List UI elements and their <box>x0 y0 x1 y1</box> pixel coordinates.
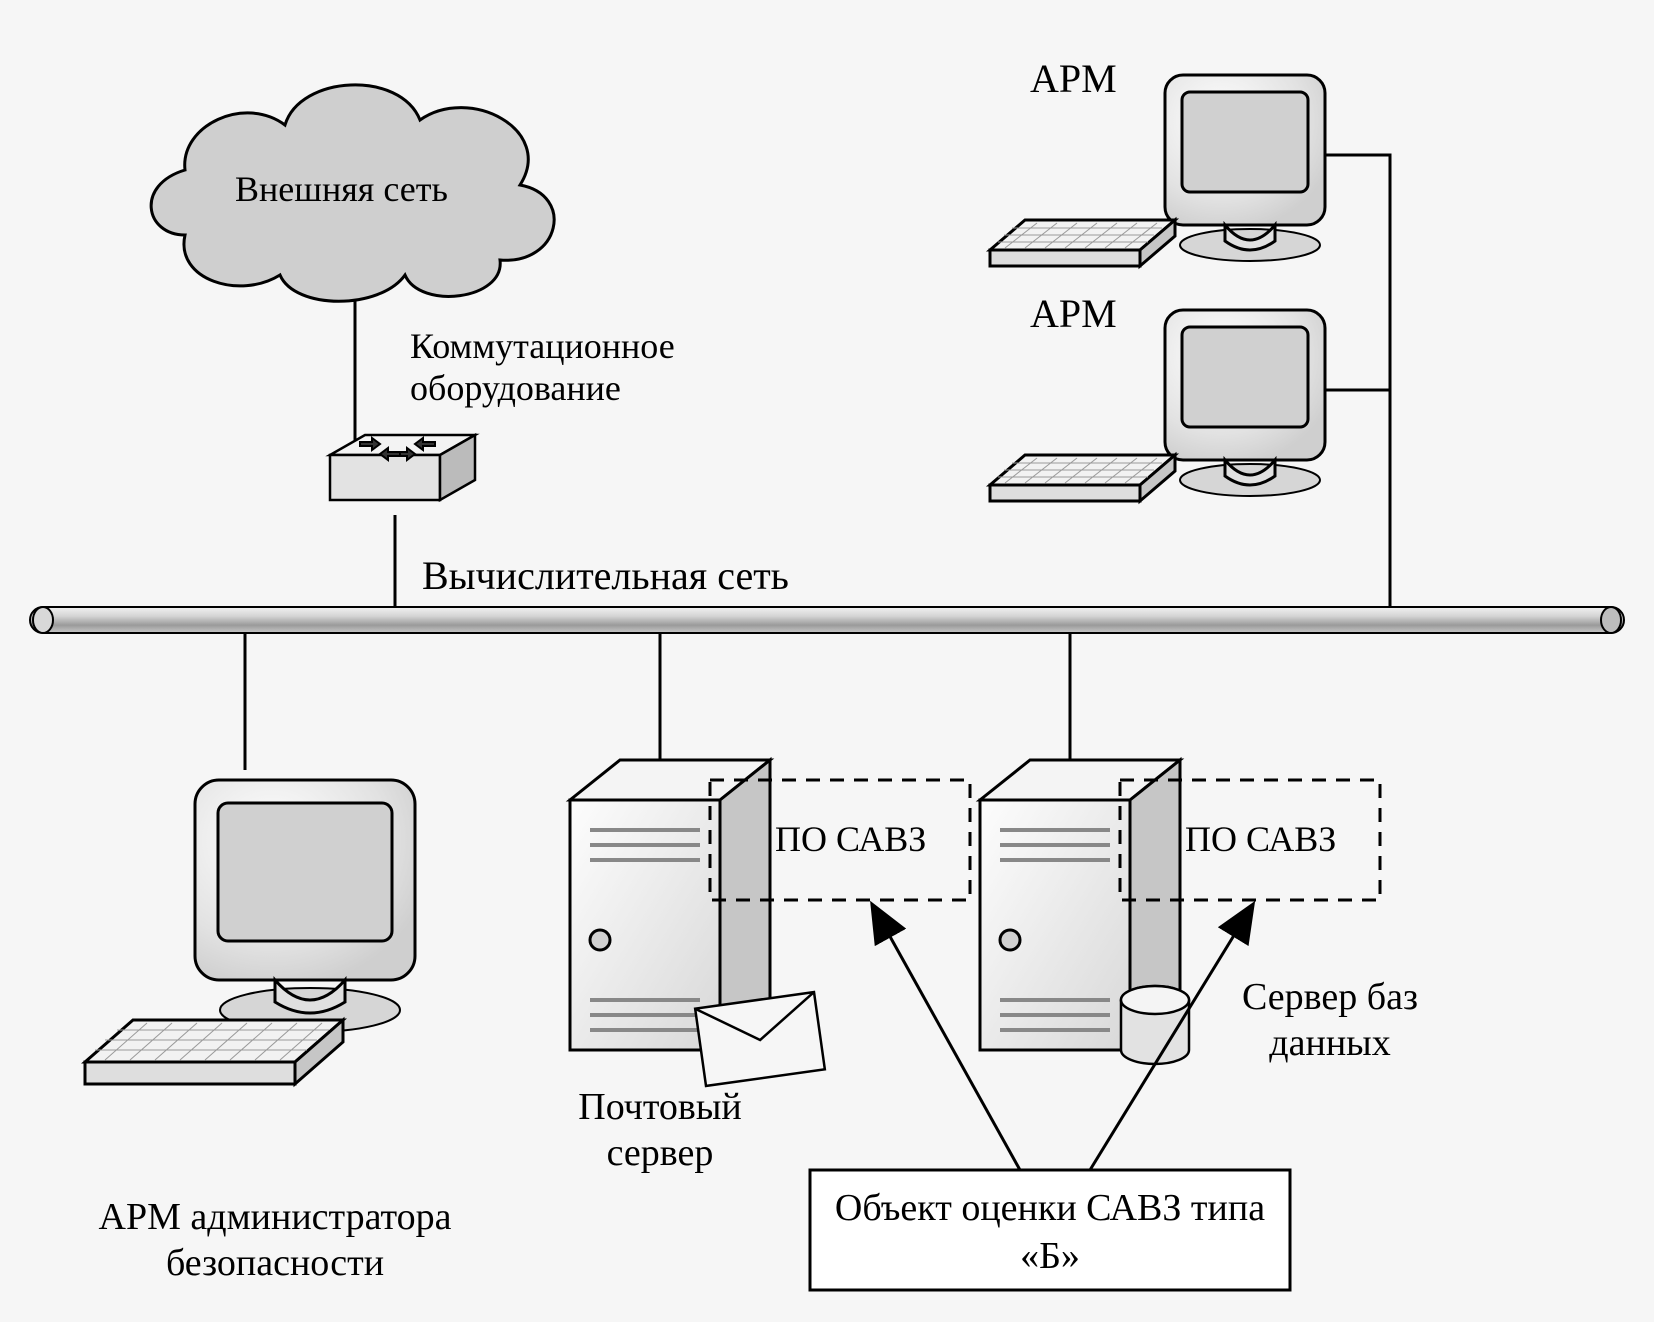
admin-pc-icon <box>85 780 415 1084</box>
switch-icon <box>330 435 475 500</box>
arm1-icon <box>990 75 1325 266</box>
db-server-icon <box>980 760 1189 1064</box>
network-bus <box>30 607 1624 633</box>
cloud-icon <box>151 85 554 301</box>
arm2-icon <box>990 310 1325 501</box>
assessment-box <box>810 1170 1290 1290</box>
diagram-svg <box>0 0 1654 1322</box>
mail-server-icon <box>570 760 825 1086</box>
